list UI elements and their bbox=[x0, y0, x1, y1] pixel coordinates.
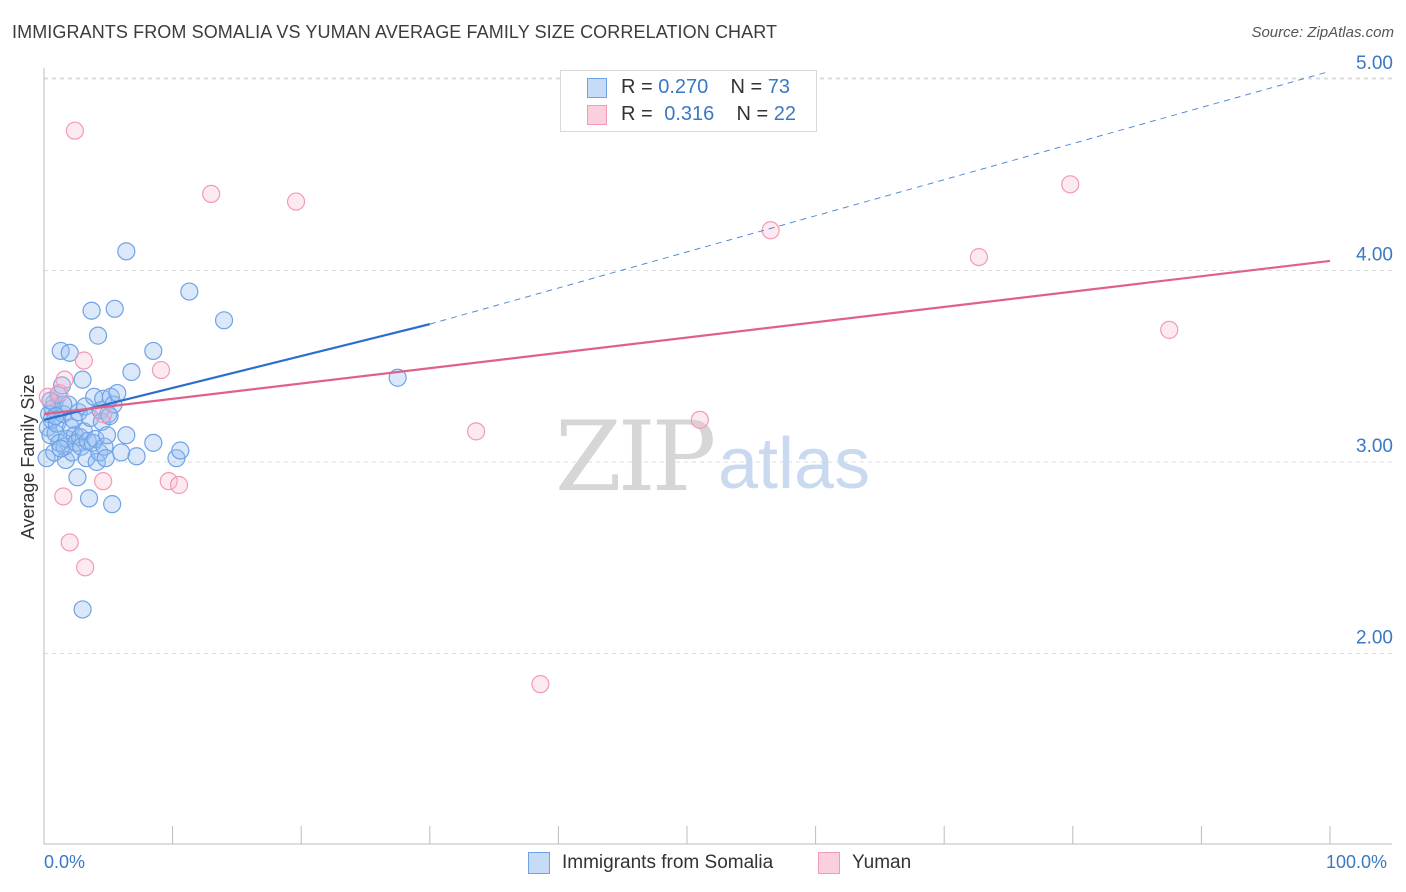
legend-n-value: 73 bbox=[767, 75, 791, 98]
point-somalia bbox=[108, 383, 127, 403]
point-somalia bbox=[88, 326, 108, 345]
point-yuman bbox=[65, 121, 84, 140]
point-somalia bbox=[95, 437, 114, 456]
legend-label-yuman: Yuman bbox=[852, 852, 912, 873]
y-tick-label: 2.00 bbox=[1356, 628, 1393, 649]
point-somalia bbox=[51, 341, 70, 361]
point-somalia bbox=[117, 242, 136, 261]
point-yuman bbox=[50, 383, 69, 403]
x-tick-label-min: 0.0% bbox=[44, 852, 86, 872]
trend-line-somalia-extension bbox=[429, 70, 1331, 325]
legend-n-label: N = bbox=[730, 75, 768, 98]
source-label: Source: ZipAtlas.com bbox=[1251, 24, 1394, 41]
point-yuman bbox=[94, 472, 113, 491]
point-yuman bbox=[969, 247, 989, 267]
trend-lines bbox=[43, 70, 1331, 421]
point-somalia bbox=[105, 299, 124, 318]
point-yuman bbox=[76, 558, 95, 577]
point-somalia bbox=[144, 433, 163, 452]
point-yuman bbox=[38, 387, 57, 406]
legend-item-somalia: Immigrants from Somalia bbox=[528, 852, 773, 874]
point-somalia bbox=[112, 443, 131, 462]
trend-line-somalia bbox=[43, 323, 431, 421]
point-somalia bbox=[73, 370, 92, 389]
y-tick-label: 3.00 bbox=[1356, 436, 1393, 457]
point-yuman bbox=[690, 410, 709, 429]
legend-label-somalia: Immigrants from Somalia bbox=[562, 852, 774, 873]
point-yuman bbox=[531, 675, 550, 694]
point-yuman bbox=[60, 533, 79, 552]
y-axis-label: Average Family Size bbox=[18, 375, 38, 540]
point-yuman bbox=[202, 184, 221, 203]
point-yuman bbox=[286, 192, 306, 211]
legend-r-label: R = bbox=[621, 75, 659, 98]
series-points bbox=[37, 121, 1179, 694]
y-tick-labels: 2.00 3.00 4.00 5.00 bbox=[1356, 53, 1393, 649]
legend-swatch-yuman bbox=[818, 852, 840, 874]
legend-n-value: 22 bbox=[773, 102, 797, 125]
chart-title: IMMIGRANTS FROM SOMALIA VS YUMAN AVERAGE… bbox=[12, 22, 778, 42]
point-somalia bbox=[103, 495, 122, 514]
x-tick-label-max: 100.0% bbox=[1326, 852, 1388, 872]
point-somalia bbox=[82, 301, 101, 320]
point-somalia bbox=[214, 311, 234, 330]
grid-lines bbox=[44, 77, 1392, 654]
point-somalia bbox=[180, 282, 199, 301]
axes bbox=[43, 68, 1392, 845]
point-yuman bbox=[1061, 175, 1080, 194]
point-somalia bbox=[96, 449, 115, 468]
point-yuman bbox=[761, 221, 780, 240]
point-somalia bbox=[97, 426, 117, 445]
point-somalia bbox=[60, 343, 79, 362]
watermark-zip: ZIP bbox=[555, 401, 714, 513]
point-yuman bbox=[466, 422, 486, 441]
point-yuman bbox=[159, 472, 178, 491]
point-somalia bbox=[73, 600, 92, 619]
trend-line-yuman bbox=[43, 259, 1331, 416]
y-tick-label: 4.00 bbox=[1356, 245, 1393, 266]
watermark-atlas: atlas bbox=[718, 424, 870, 504]
point-yuman bbox=[169, 475, 189, 495]
point-yuman bbox=[55, 370, 74, 389]
legend-r-value: 0.270 bbox=[658, 75, 709, 98]
point-somalia bbox=[79, 489, 99, 508]
point-somalia bbox=[100, 406, 119, 426]
legend-swatch-yuman bbox=[587, 105, 607, 125]
legend-r-value: 0.316 bbox=[664, 102, 715, 125]
point-somalia bbox=[51, 439, 70, 458]
legend-swatch-somalia bbox=[587, 78, 607, 98]
point-somalia bbox=[144, 341, 163, 361]
watermark: ZIP atlas bbox=[555, 401, 870, 513]
point-yuman bbox=[1160, 320, 1179, 339]
point-somalia bbox=[122, 362, 141, 382]
legend-swatch-somalia bbox=[528, 852, 550, 874]
y-tick-label: 5.00 bbox=[1356, 53, 1393, 74]
point-somalia bbox=[171, 441, 190, 460]
legend-item-yuman: Yuman bbox=[818, 852, 911, 874]
point-somalia bbox=[68, 468, 87, 487]
point-somalia bbox=[127, 447, 146, 466]
point-yuman bbox=[54, 487, 73, 506]
point-yuman bbox=[151, 360, 171, 380]
stats-legend: R = 0.270 N = 73 R = 0.316 N = 22 bbox=[560, 70, 817, 132]
legend-r-label: R = bbox=[621, 102, 659, 125]
legend-n-label: N = bbox=[736, 102, 774, 125]
point-yuman bbox=[74, 351, 93, 370]
point-somalia bbox=[117, 426, 136, 445]
